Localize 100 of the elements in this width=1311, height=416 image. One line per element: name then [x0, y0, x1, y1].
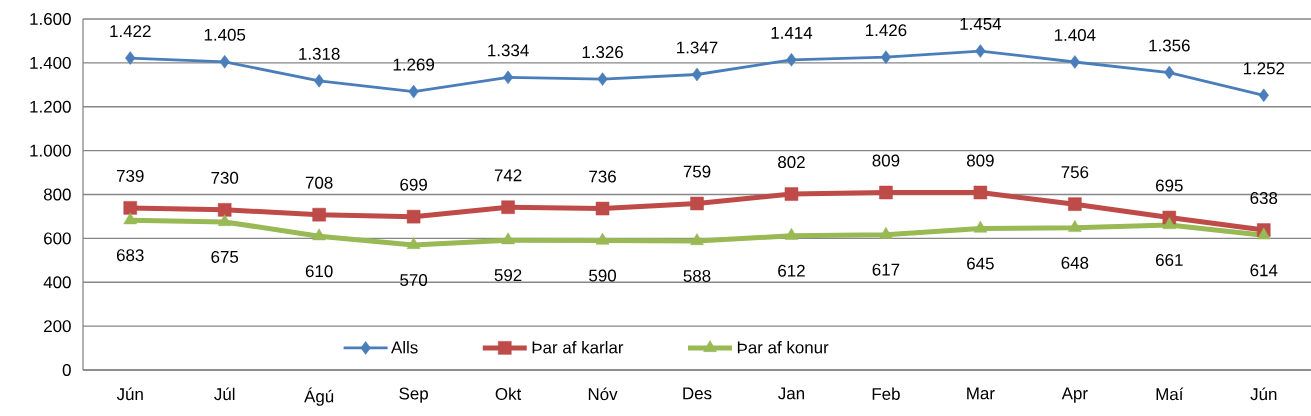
- data-label: 756: [1061, 166, 1089, 179]
- data-label: 1.414: [771, 26, 813, 39]
- x-tick-label: Nóv: [588, 387, 618, 401]
- y-tick-label: 0: [62, 364, 71, 376]
- data-label: 736: [589, 170, 616, 183]
- y-tick-label: 400: [43, 276, 71, 289]
- point: [1257, 227, 1271, 240]
- data-label: 645: [967, 257, 994, 270]
- point: [1068, 197, 1082, 211]
- data-label: 1.347: [677, 41, 718, 54]
- data-label: 695: [1156, 179, 1183, 192]
- y-tick-label: 600: [44, 232, 71, 245]
- point: [595, 232, 610, 245]
- data-label: 570: [400, 273, 428, 286]
- point: [123, 201, 137, 215]
- x-tick-label: Ágú: [304, 387, 334, 406]
- data-label: 1.269: [393, 58, 435, 71]
- point: [973, 220, 988, 233]
- x-tick-label: Feb: [872, 387, 900, 400]
- data-label: 683: [116, 249, 144, 262]
- x-tick-label: Jún: [1250, 387, 1277, 401]
- x-tick-label: Júl: [214, 387, 235, 401]
- point: [1068, 220, 1082, 232]
- x-tick-label: Mar: [967, 387, 995, 400]
- point: [408, 84, 419, 99]
- data-label: 1.318: [299, 47, 340, 60]
- point: [312, 207, 326, 222]
- data-label: 708: [305, 176, 333, 189]
- y-tick-label: 800: [43, 188, 71, 201]
- data-label: 1.454: [960, 18, 1002, 30]
- y-tick-label: 1.000: [30, 144, 71, 157]
- data-label: 1.422: [110, 25, 151, 37]
- y-tick-label: 200: [44, 320, 71, 333]
- data-label: 730: [211, 171, 239, 184]
- legend-label: Þar af karlar: [532, 341, 624, 354]
- data-label: 739: [116, 169, 144, 182]
- data-label: 592: [494, 269, 522, 282]
- point: [879, 185, 893, 200]
- point: [784, 227, 799, 240]
- point: [312, 228, 326, 241]
- data-label: 588: [683, 270, 711, 283]
- x-tick-label: Apr: [1061, 387, 1088, 403]
- data-label: 614: [1250, 264, 1278, 277]
- point: [691, 67, 703, 82]
- point: [784, 187, 799, 201]
- x-tick-label: Jún: [116, 387, 143, 401]
- data-label: 1.334: [488, 44, 529, 57]
- point: [501, 232, 515, 245]
- data-label: 742: [494, 169, 522, 182]
- data-label: 809: [872, 154, 900, 167]
- data-label: 1.326: [582, 46, 623, 59]
- legend-label: Þar af konur: [737, 341, 829, 354]
- point: [501, 200, 515, 214]
- point: [690, 233, 704, 246]
- data-label: 590: [589, 269, 617, 282]
- x-tick-label: Maí: [1156, 387, 1184, 401]
- data-label: 802: [778, 156, 805, 169]
- point: [975, 44, 986, 58]
- point: [786, 53, 797, 67]
- data-label: 610: [305, 265, 333, 278]
- point: [597, 72, 608, 86]
- data-label: 699: [400, 178, 427, 191]
- data-label: 638: [1250, 192, 1278, 205]
- point: [314, 74, 325, 88]
- legend-label: Alls: [391, 341, 418, 354]
- data-label: 675: [211, 250, 239, 263]
- point: [502, 70, 514, 85]
- data-label: 648: [1061, 256, 1089, 269]
- point: [406, 209, 421, 224]
- point: [1164, 65, 1175, 80]
- x-tick-label: Okt: [495, 387, 522, 400]
- y-tick-label: 1.600: [30, 13, 71, 25]
- data-label: 1.405: [204, 28, 246, 41]
- point: [690, 196, 704, 211]
- point: [125, 51, 136, 65]
- data-label: 1.404: [1054, 29, 1096, 41]
- point: [879, 226, 893, 239]
- data-label: 1.356: [1149, 39, 1190, 52]
- data-label: 759: [683, 165, 711, 178]
- x-tick-label: Jan: [778, 387, 805, 400]
- point: [217, 214, 232, 226]
- point: [1162, 217, 1177, 229]
- data-label: 661: [1156, 254, 1183, 266]
- point: [123, 212, 137, 225]
- data-label: 1.426: [866, 24, 907, 37]
- point: [406, 237, 421, 249]
- x-tick-label: Sep: [399, 387, 428, 403]
- point: [1069, 55, 1080, 69]
- data-label: 612: [778, 264, 805, 277]
- point: [973, 185, 988, 200]
- point: [217, 203, 232, 217]
- data-label: 617: [872, 263, 900, 276]
- point: [219, 55, 230, 69]
- data-label: 1.252: [1243, 62, 1285, 75]
- y-tick-label: 1.400: [30, 56, 71, 69]
- y-tick-label: 1.200: [30, 100, 71, 113]
- x-tick-label: Des: [683, 387, 712, 400]
- point: [880, 50, 892, 64]
- point: [1258, 88, 1269, 103]
- point: [595, 201, 610, 216]
